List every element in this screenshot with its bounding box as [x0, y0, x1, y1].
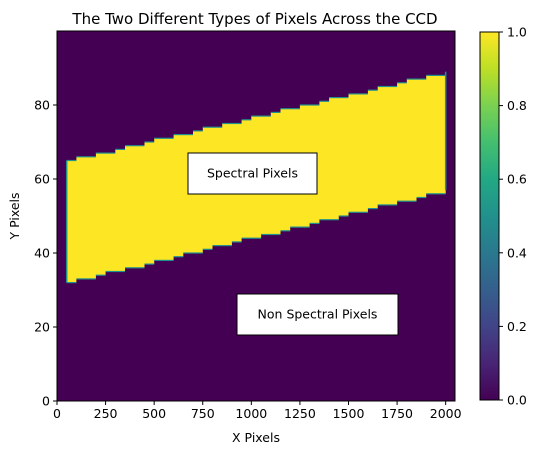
annotation-nonspectral: Non Spectral Pixels	[236, 293, 399, 336]
annotation-box-nonspectral	[236, 293, 399, 336]
band-edge-steps	[65, 71, 447, 284]
x-tick-label: 1250	[284, 406, 316, 421]
colorbar: 0.0 0.2 0.4 0.6 0.8 1.0	[479, 25, 527, 408]
x-tick-label: 2000	[430, 406, 462, 421]
annotation-text-nonspectral: Non Spectral Pixels	[258, 307, 378, 322]
x-axis-label: X Pixels	[232, 430, 280, 445]
colorbar-tick-label: 0.0	[507, 393, 527, 408]
plot-area	[56, 30, 456, 402]
x-tick-label: 1500	[333, 406, 365, 421]
x-tick-label: 1750	[381, 406, 413, 421]
annotation-box-spectral	[187, 152, 318, 195]
annotation-text-spectral: Spectral Pixels	[207, 166, 298, 181]
plot-frame	[56, 30, 456, 402]
colorbar-tick-label: 0.6	[507, 172, 527, 187]
chart-title: The Two Different Types of Pixels Across…	[71, 10, 437, 28]
y-tick-label: 20	[34, 320, 50, 335]
y-tick-label: 60	[34, 172, 50, 187]
x-tick-label: 0	[53, 406, 61, 421]
x-tick-label: 250	[94, 406, 118, 421]
colorbar-tick-label: 0.4	[507, 245, 527, 260]
colorbar-gradient	[479, 31, 500, 401]
colorbar-ticks: 0.0 0.2 0.4 0.6 0.8 1.0	[499, 25, 527, 408]
colorbar-tick-label: 0.8	[507, 98, 527, 113]
x-tick-label: 500	[142, 406, 166, 421]
colorbar-tick-label: 1.0	[507, 25, 527, 40]
y-tick-label: 40	[34, 246, 50, 261]
x-tick-label: 1000	[235, 406, 267, 421]
annotation-spectral: Spectral Pixels	[187, 152, 318, 195]
x-axis-ticks: 0 250 500 750 1000 1250 1500 1750 2000	[53, 401, 462, 421]
annotations: Spectral Pixels Non Spectral Pixels	[187, 152, 399, 336]
x-tick-label: 750	[191, 406, 215, 421]
y-axis-label: Y Pixels	[7, 192, 22, 240]
y-tick-label: 80	[34, 98, 50, 113]
colorbar-tick-label: 0.2	[507, 319, 527, 334]
y-axis-ticks: 0 20 40 60 80	[34, 98, 57, 409]
y-tick-label: 0	[42, 394, 50, 409]
